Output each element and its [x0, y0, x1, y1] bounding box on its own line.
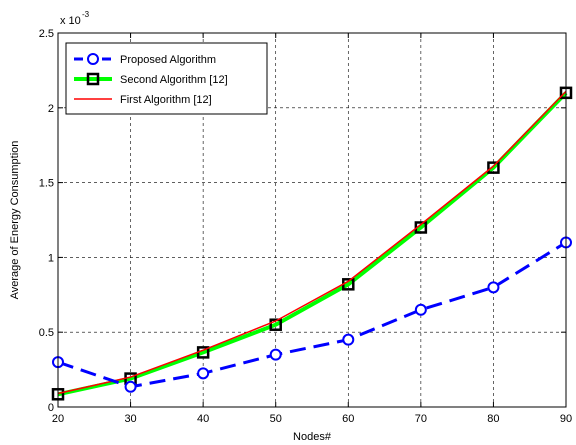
y-exponent-base: x 10 [60, 15, 81, 27]
data-point-proposed [487, 281, 500, 294]
legend-label-0: Proposed Algorithm [120, 54, 216, 66]
x-tick-label: 50 [270, 413, 282, 425]
x-tick-label: 70 [415, 413, 427, 425]
y-tick-label: 1 [48, 252, 54, 264]
y-axis-label: Average of Energy Consumption [9, 141, 21, 300]
data-point-proposed [269, 348, 282, 361]
legend-marker-square [86, 72, 100, 86]
y-exponent-power: -3 [82, 10, 90, 19]
series-line-2 [57, 90, 567, 395]
x-tick-label: 40 [197, 413, 209, 425]
y-tick-label: 0 [48, 402, 54, 414]
data-point-second [269, 318, 282, 331]
axis-ticks: 20 30 40 50 60 70 80 90 0 0.5 1 1.5 2 2.5 [39, 28, 572, 425]
data-point-proposed [414, 303, 427, 316]
legend-label-1: Second Algorithm [12] [120, 74, 228, 86]
data-point-proposed [197, 367, 210, 380]
legend-label-2: First Algorithm [12] [120, 94, 212, 106]
x-tick-label: 30 [124, 413, 136, 425]
legend-marker-circle [87, 53, 99, 65]
x-tick-label: 60 [342, 413, 354, 425]
x-tick-label: 80 [487, 413, 499, 425]
data-point-second [487, 161, 500, 174]
legend: Proposed Algorithm Second Algorithm [12] F… [65, 42, 268, 115]
plot-frame [57, 32, 567, 408]
data-point-proposed [342, 333, 355, 346]
y-tick-label: 2 [48, 103, 54, 115]
x-axis-label: Nodes# [293, 431, 332, 443]
y-tick-label: 1.5 [39, 178, 54, 190]
y-tick-label: 2.5 [39, 28, 54, 40]
data-point-proposed [124, 380, 137, 393]
series-line-0 [57, 241, 567, 389]
y-tick-label: 0.5 [39, 327, 54, 339]
x-tick-label: 90 [560, 413, 572, 425]
series-line-1 [57, 91, 568, 397]
x-tick-label: 20 [52, 413, 64, 425]
